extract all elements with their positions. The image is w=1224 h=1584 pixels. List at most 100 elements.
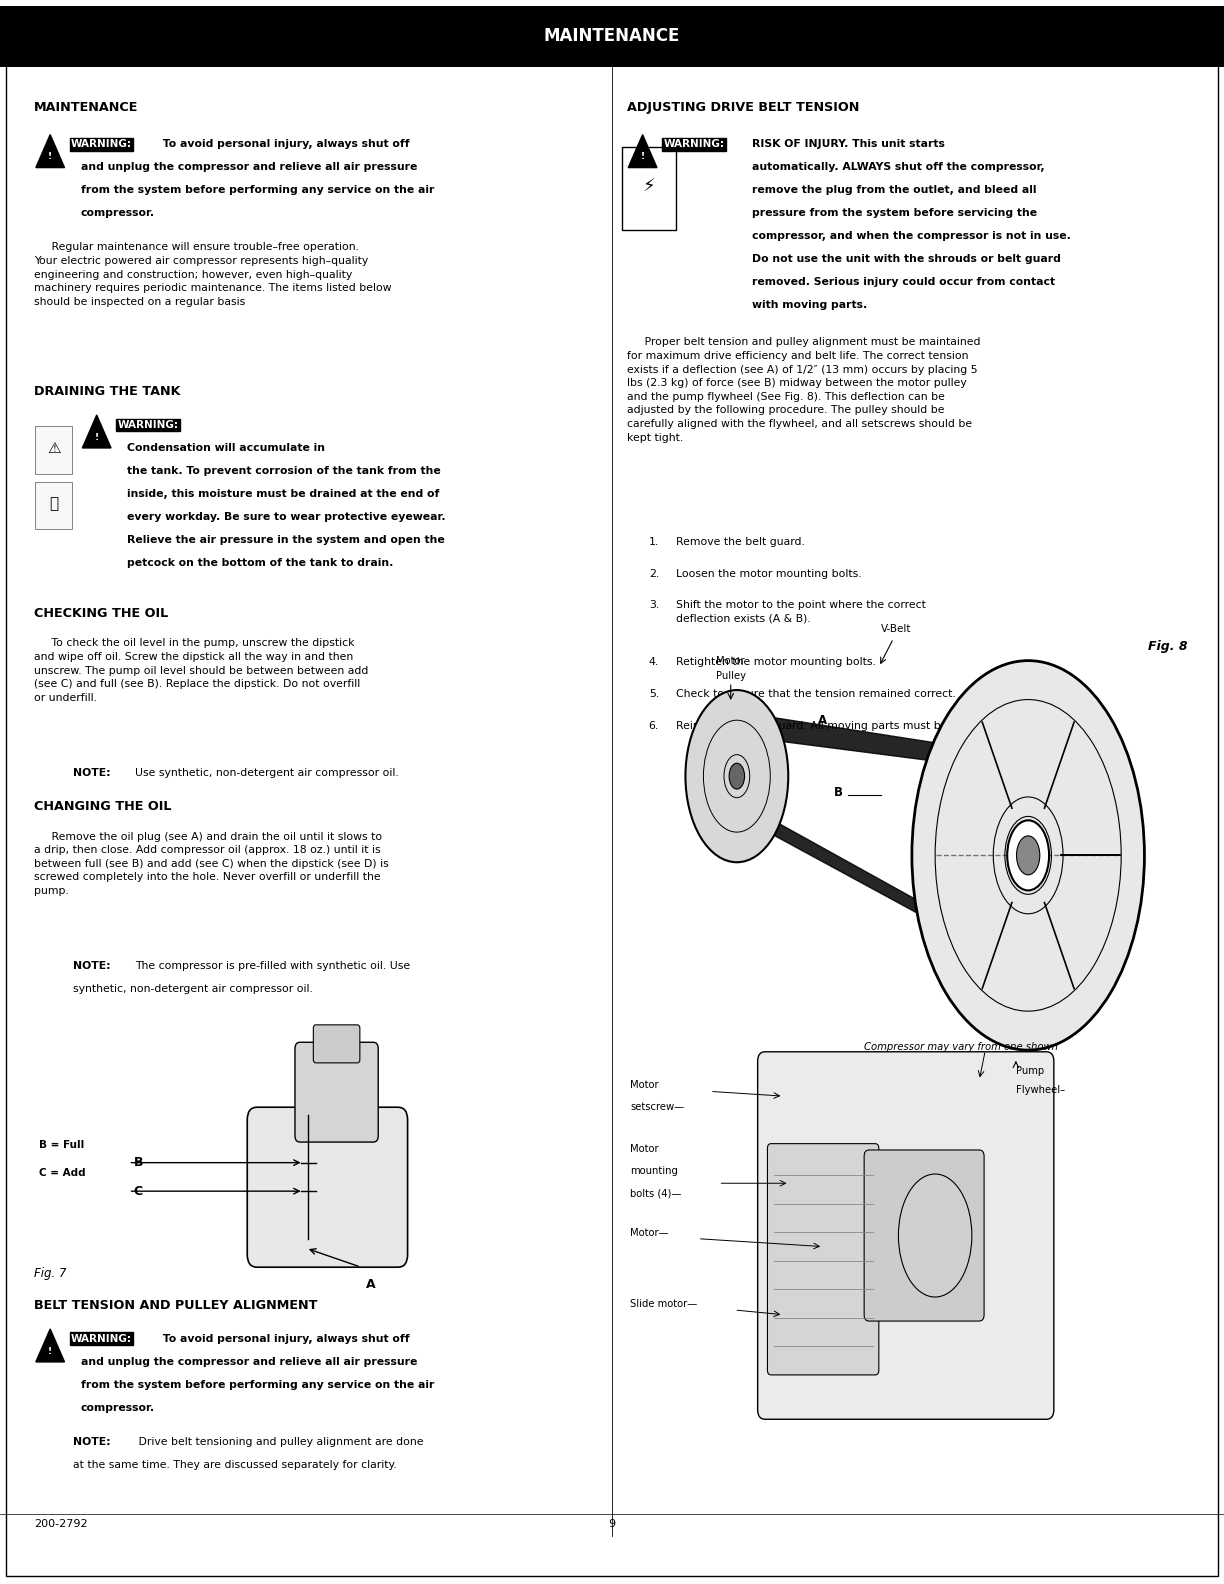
Text: 5.: 5. xyxy=(649,689,659,699)
FancyBboxPatch shape xyxy=(0,6,1224,67)
Text: petcock on the bottom of the tank to drain.: petcock on the bottom of the tank to dra… xyxy=(127,558,394,567)
Text: MAINTENANCE: MAINTENANCE xyxy=(543,27,681,46)
Text: Pump: Pump xyxy=(1016,1066,1044,1076)
Ellipse shape xyxy=(898,1174,972,1297)
Text: To avoid personal injury, always shut off: To avoid personal injury, always shut of… xyxy=(159,1334,410,1343)
Text: Motor—: Motor— xyxy=(630,1228,670,1237)
Text: Remove the oil plug (see A) and drain the oil until it slows to
a drip, then clo: Remove the oil plug (see A) and drain th… xyxy=(34,832,389,897)
Text: CHANGING THE OIL: CHANGING THE OIL xyxy=(34,800,171,813)
Text: mounting: mounting xyxy=(630,1166,678,1175)
Ellipse shape xyxy=(912,661,1144,1050)
FancyBboxPatch shape xyxy=(313,1025,360,1063)
Text: NOTE:: NOTE: xyxy=(73,961,111,971)
Text: the tank. To prevent corrosion of the tank from the: the tank. To prevent corrosion of the ta… xyxy=(127,466,441,475)
Text: automatically. ALWAYS shut off the compressor,: automatically. ALWAYS shut off the compr… xyxy=(752,162,1044,173)
Text: C: C xyxy=(133,1185,143,1198)
Text: CHECKING THE OIL: CHECKING THE OIL xyxy=(34,607,169,619)
Ellipse shape xyxy=(685,691,788,862)
FancyBboxPatch shape xyxy=(35,426,72,474)
Text: compressor.: compressor. xyxy=(81,208,155,219)
FancyBboxPatch shape xyxy=(295,1042,378,1142)
Text: Condensation will accumulate in: Condensation will accumulate in xyxy=(127,442,326,453)
Text: ⛔: ⛔ xyxy=(49,496,59,512)
Text: To check the oil level in the pump, unscrew the dipstick
and wipe off oil. Screw: To check the oil level in the pump, unsc… xyxy=(34,638,368,703)
Text: and unplug the compressor and relieve all air pressure: and unplug the compressor and relieve al… xyxy=(81,162,417,173)
Polygon shape xyxy=(628,135,657,168)
Text: every workday. Be sure to wear protective eyewear.: every workday. Be sure to wear protectiv… xyxy=(127,512,446,521)
Ellipse shape xyxy=(730,763,744,789)
Text: Use synthetic, non-detergent air compressor oil.: Use synthetic, non-detergent air compres… xyxy=(135,768,398,778)
Text: at the same time. They are discussed separately for clarity.: at the same time. They are discussed sep… xyxy=(73,1460,398,1470)
Text: WARNING:: WARNING: xyxy=(71,1334,132,1343)
Text: removed. Serious injury could occur from contact: removed. Serious injury could occur from… xyxy=(752,277,1055,287)
Polygon shape xyxy=(35,135,65,168)
Text: Compressor may vary from one shown: Compressor may vary from one shown xyxy=(864,1042,1058,1052)
Ellipse shape xyxy=(1007,821,1049,890)
Text: 1.: 1. xyxy=(649,537,659,546)
Text: Fig. 8: Fig. 8 xyxy=(1148,640,1187,653)
Text: ⚡: ⚡ xyxy=(643,177,655,196)
Text: Remove the belt guard.: Remove the belt guard. xyxy=(676,537,804,546)
Text: D: D xyxy=(368,1055,378,1068)
Text: WARNING:: WARNING: xyxy=(118,420,179,429)
Text: 6.: 6. xyxy=(649,721,659,730)
Text: WARNING:: WARNING: xyxy=(71,139,132,149)
Text: Motor: Motor xyxy=(630,1080,659,1090)
Text: 3.: 3. xyxy=(649,600,659,610)
Text: Fig. 7: Fig. 7 xyxy=(34,1267,67,1280)
Text: !: ! xyxy=(94,432,99,442)
Text: Slide motor—: Slide motor— xyxy=(630,1299,698,1308)
Text: C = Add: C = Add xyxy=(39,1169,86,1178)
Text: 4.: 4. xyxy=(649,657,659,667)
Polygon shape xyxy=(731,716,969,787)
FancyBboxPatch shape xyxy=(35,482,72,529)
Polygon shape xyxy=(730,802,972,942)
Text: Pulley: Pulley xyxy=(716,670,745,681)
Polygon shape xyxy=(82,415,111,448)
Text: Do not use the unit with the shrouds or belt guard: Do not use the unit with the shrouds or … xyxy=(752,253,1060,265)
Text: A: A xyxy=(366,1278,376,1291)
Text: Retighten the motor mounting bolts.: Retighten the motor mounting bolts. xyxy=(676,657,875,667)
Text: B: B xyxy=(133,1156,143,1169)
Text: inside, this moisture must be drained at the end of: inside, this moisture must be drained at… xyxy=(127,488,439,499)
Text: V-Belt: V-Belt xyxy=(881,624,912,634)
Text: compressor, and when the compressor is not in use.: compressor, and when the compressor is n… xyxy=(752,231,1071,241)
Text: from the system before performing any service on the air: from the system before performing any se… xyxy=(81,185,435,195)
FancyBboxPatch shape xyxy=(622,147,676,230)
Text: !: ! xyxy=(48,1346,53,1356)
Ellipse shape xyxy=(1016,836,1039,874)
Text: Regular maintenance will ensure trouble–free operation.
Your electric powered ai: Regular maintenance will ensure trouble–… xyxy=(34,242,392,307)
Text: DRAINING THE TANK: DRAINING THE TANK xyxy=(34,385,181,398)
Text: Shift the motor to the point where the correct
deflection exists (A & B).: Shift the motor to the point where the c… xyxy=(676,600,925,624)
Text: from the system before performing any service on the air: from the system before performing any se… xyxy=(81,1380,435,1389)
FancyBboxPatch shape xyxy=(767,1144,879,1375)
Text: Reinstall the belt guard. All moving parts must be guarded.: Reinstall the belt guard. All moving par… xyxy=(676,721,1000,730)
FancyBboxPatch shape xyxy=(247,1107,408,1267)
Text: B = Full: B = Full xyxy=(39,1140,84,1150)
Text: A: A xyxy=(818,714,827,727)
Text: Motor: Motor xyxy=(716,656,745,667)
Text: Check to ensure that the tension remained correct.: Check to ensure that the tension remaine… xyxy=(676,689,956,699)
FancyBboxPatch shape xyxy=(758,1052,1054,1419)
Text: and unplug the compressor and relieve all air pressure: and unplug the compressor and relieve al… xyxy=(81,1356,417,1367)
Text: 200-2792: 200-2792 xyxy=(34,1519,88,1529)
Text: BELT TENSION AND PULLEY ALIGNMENT: BELT TENSION AND PULLEY ALIGNMENT xyxy=(34,1299,318,1312)
Text: ⚠: ⚠ xyxy=(47,440,61,456)
Text: NOTE:: NOTE: xyxy=(73,1437,111,1446)
Text: WARNING:: WARNING: xyxy=(663,139,725,149)
FancyBboxPatch shape xyxy=(864,1150,984,1321)
Text: RISK OF INJURY. This unit starts: RISK OF INJURY. This unit starts xyxy=(752,139,945,149)
Text: with moving parts.: with moving parts. xyxy=(752,299,867,310)
Text: remove the plug from the outlet, and bleed all: remove the plug from the outlet, and ble… xyxy=(752,185,1036,195)
Text: pressure from the system before servicing the: pressure from the system before servicin… xyxy=(752,208,1037,219)
Text: 2.: 2. xyxy=(649,569,659,578)
Text: MAINTENANCE: MAINTENANCE xyxy=(34,101,138,114)
Text: synthetic, non-detergent air compressor oil.: synthetic, non-detergent air compressor … xyxy=(73,985,313,995)
Text: bolts (4)—: bolts (4)— xyxy=(630,1188,682,1198)
Text: To avoid personal injury, always shut off: To avoid personal injury, always shut of… xyxy=(159,139,410,149)
Text: Loosen the motor mounting bolts.: Loosen the motor mounting bolts. xyxy=(676,569,862,578)
Text: !: ! xyxy=(640,152,645,162)
Text: ADJUSTING DRIVE BELT TENSION: ADJUSTING DRIVE BELT TENSION xyxy=(627,101,859,114)
Text: B: B xyxy=(834,786,843,798)
Text: NOTE:: NOTE: xyxy=(73,768,111,778)
